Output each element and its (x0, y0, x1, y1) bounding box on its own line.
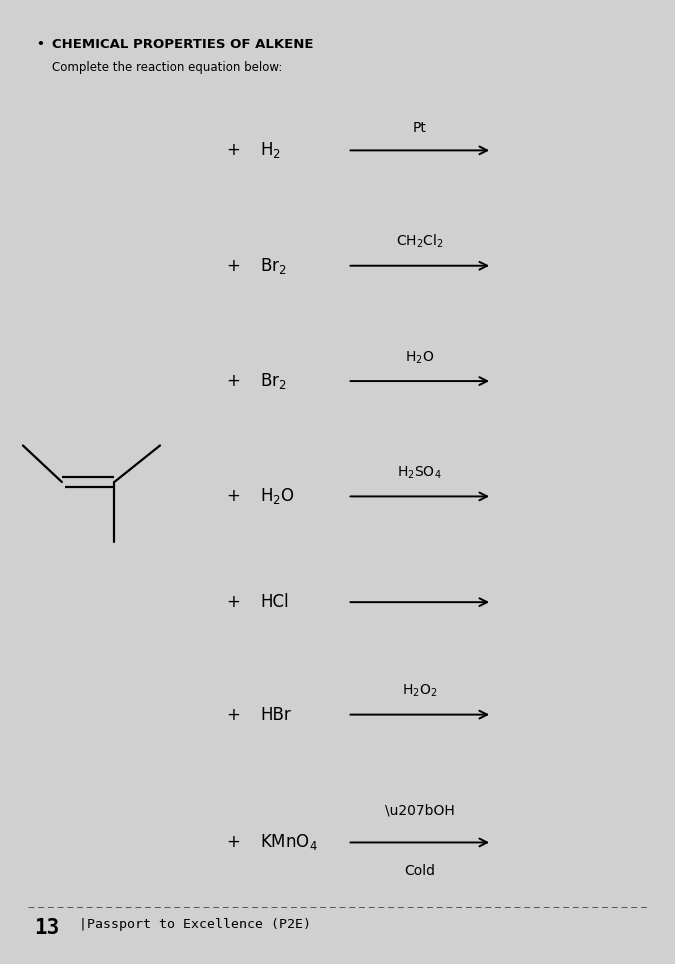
Text: +: + (226, 142, 240, 159)
Text: Br$_2$: Br$_2$ (260, 371, 287, 391)
Text: Br$_2$: Br$_2$ (260, 255, 287, 276)
Text: \u207bOH: \u207bOH (385, 803, 454, 817)
Text: H$_2$O: H$_2$O (405, 349, 434, 365)
Text: HBr: HBr (260, 706, 291, 724)
Text: +: + (226, 372, 240, 390)
Text: H$_2$: H$_2$ (260, 141, 281, 160)
Text: •: • (36, 38, 45, 51)
Text: KMnO$_4$: KMnO$_4$ (260, 833, 318, 852)
Text: +: + (226, 256, 240, 275)
Text: +: + (226, 488, 240, 505)
Text: |Passport to Excellence (P2E): |Passport to Excellence (P2E) (79, 919, 310, 931)
Text: +: + (226, 834, 240, 851)
Text: Cold: Cold (404, 864, 435, 877)
Text: +: + (226, 706, 240, 724)
Text: CHEMICAL PROPERTIES OF ALKENE: CHEMICAL PROPERTIES OF ALKENE (52, 38, 313, 51)
Text: +: + (226, 593, 240, 611)
Text: H$_2$O: H$_2$O (260, 487, 295, 506)
Text: Complete the reaction equation below:: Complete the reaction equation below: (52, 61, 282, 74)
Text: HCl: HCl (260, 593, 289, 611)
Text: Pt: Pt (412, 121, 427, 135)
Text: H$_2$SO$_4$: H$_2$SO$_4$ (397, 465, 442, 481)
Text: 13: 13 (34, 919, 59, 938)
Text: CH$_2$Cl$_2$: CH$_2$Cl$_2$ (396, 233, 443, 251)
Text: H$_2$O$_2$: H$_2$O$_2$ (402, 683, 437, 699)
